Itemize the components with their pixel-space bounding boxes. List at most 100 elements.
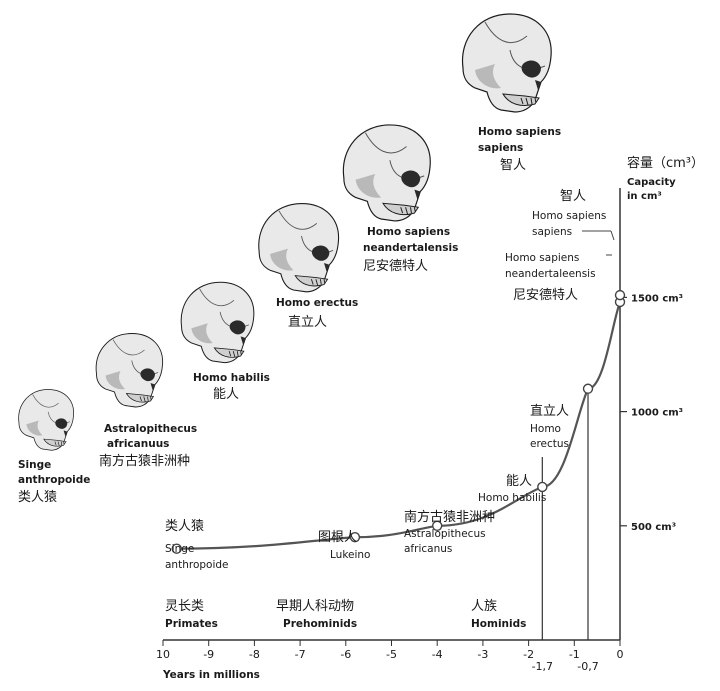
point-label-1-cn: 类人猿 — [165, 519, 204, 534]
era-3-cn: 人族 — [471, 598, 497, 614]
x-tick-label: -9 — [203, 648, 214, 661]
x-tick-label: 0 — [617, 648, 624, 661]
skull-caption-4-cn: 直立人 — [288, 315, 327, 330]
skull-caption-group: Singe anthropoide 类人猿 Astralopithecus af… — [18, 126, 561, 505]
point-label-6-en1: Homo sapiens — [505, 252, 579, 264]
skull-illustrations — [18, 13, 552, 451]
skull-shading — [191, 323, 213, 344]
teeth-lines — [400, 207, 416, 215]
nasal-cavity — [414, 189, 421, 200]
x-tick-label: -7 — [295, 648, 306, 661]
teeth-lines — [228, 351, 242, 358]
y-axis-title-en-2: in cm³ — [627, 191, 662, 202]
data-point — [582, 383, 594, 394]
axes: 10 -9 -8 -7 -6 -5 -4 -3 -2 -1 0 -1,7 -0,7 500 cm³ 100… — [156, 155, 704, 681]
y-tick-label: 1500 cm³ — [631, 293, 683, 304]
skull-caption-2-cn: 南方古猿非洲种 — [99, 453, 190, 469]
skull-icon — [95, 333, 163, 408]
eye-socket — [401, 170, 421, 188]
point-label-2-cn: 图根人 — [318, 530, 357, 545]
point-label-5-en2: erectus — [530, 438, 569, 450]
point-label-7-en1: Homo sapiens — [532, 210, 606, 222]
data-point — [614, 289, 626, 301]
skull-caption-2-en1: Astralopithecus — [104, 423, 197, 435]
skull-caption-3-cn: 能人 — [213, 387, 239, 402]
teeth-lines — [310, 279, 326, 286]
x-extra-tick-label: -0,7 — [577, 660, 598, 673]
data-point — [171, 543, 182, 554]
x-tick-label: 10 — [156, 648, 170, 661]
x-tick-label: -4 — [432, 648, 443, 661]
x-tick-label: -8 — [249, 648, 260, 661]
y-tick-label: 1000 cm³ — [631, 408, 683, 419]
point-label-5-cn: 直立人 — [530, 404, 569, 419]
point-label-3-en1: Astralopithecus — [404, 528, 486, 540]
jaw-shape — [382, 202, 420, 216]
point-label-5-en1: Homo — [530, 423, 561, 435]
skull-shading — [355, 173, 382, 198]
skull-icon — [461, 13, 552, 113]
cranium-shape — [258, 203, 339, 293]
skull-caption-1-en1: Singe — [18, 459, 51, 471]
skull-icon — [342, 124, 431, 222]
point-label-7-cn: 智人 — [560, 189, 586, 204]
skull-caption-1-en2: anthropoide — [18, 474, 90, 486]
data-point — [537, 481, 548, 493]
jaw-shape — [294, 275, 329, 287]
nasal-cavity — [63, 430, 68, 437]
eye-socket — [229, 320, 246, 335]
skull-caption-5-en2: neandertalensis — [363, 242, 458, 254]
x-tick-label: -2 — [523, 648, 534, 661]
skull-caption-3-en1: Homo habilis — [193, 372, 270, 384]
point-label-7-en2: sapiens — [532, 226, 572, 238]
leader-line-sapiens-bend — [610, 230, 615, 241]
nasal-cavity — [324, 263, 330, 272]
skull-icon — [18, 389, 74, 451]
skull-caption-2-en2: africanuus — [107, 438, 169, 450]
skull-caption-5-cn: 尼安德特人 — [363, 259, 428, 274]
data-point — [349, 532, 361, 543]
point-labels: 类人猿 Singe anthropoide 图根人 Lukeino 南方古猿非洲… — [165, 189, 615, 571]
nasal-cavity — [150, 383, 155, 391]
x-tick-label: -3 — [477, 648, 488, 661]
skull-caption-6-en2: sapiens — [478, 142, 523, 154]
eye-socket — [521, 60, 541, 78]
y-ticks: 500 cm³ 1000 cm³ 1500 cm³ — [620, 293, 683, 533]
skull-shading — [270, 248, 294, 271]
skull-shading — [105, 371, 125, 390]
skull-caption-5-en1: Homo sapiens — [367, 226, 450, 238]
point-label-6-en2: neandertaleensis — [505, 268, 596, 280]
point-label-6-cn: 尼安德特人 — [513, 288, 578, 303]
data-point — [432, 520, 443, 531]
y-axis-title-cn: 容量（cm³） — [627, 155, 704, 171]
skull-shading — [26, 420, 43, 436]
point-label-4-cn: 能人 — [506, 474, 532, 489]
skull-shading — [475, 64, 501, 89]
nasal-cavity — [240, 336, 246, 345]
eye-socket — [140, 368, 155, 382]
skull-caption-6-cn: 智人 — [500, 158, 526, 173]
x-ticks: 10 -9 -8 -7 -6 -5 -4 -3 -2 -1 0 -1,7 -0,7 — [156, 640, 624, 673]
y-tick-label: 500 cm³ — [631, 522, 676, 533]
eye-socket — [311, 245, 330, 261]
x-tick-label: -6 — [340, 648, 351, 661]
point-label-1-en2: anthropoide — [165, 559, 229, 571]
era-2-cn: 早期人科动物 — [276, 599, 354, 614]
eye-socket — [55, 418, 68, 429]
nasal-cavity — [535, 80, 541, 90]
era-3-en: Hominids — [471, 618, 526, 630]
x-tick-label: -1 — [569, 648, 580, 661]
teeth-lines — [54, 441, 65, 446]
teeth-lines — [139, 396, 152, 402]
capacity-curve — [176, 295, 622, 550]
point-label-3-cn: 南方古猿非洲种 — [404, 509, 495, 525]
data-points — [171, 289, 626, 554]
x-extra-tick-label: -1,7 — [532, 660, 553, 673]
era-1-cn: 灵长类 — [165, 599, 204, 614]
skull-icon — [258, 203, 339, 293]
point-label-2-en1: Lukeino — [330, 549, 370, 561]
y-axis-title-en-1: Capacity — [627, 177, 676, 188]
skull-caption-1-cn: 类人猿 — [18, 490, 57, 505]
jaw-shape — [125, 393, 155, 403]
